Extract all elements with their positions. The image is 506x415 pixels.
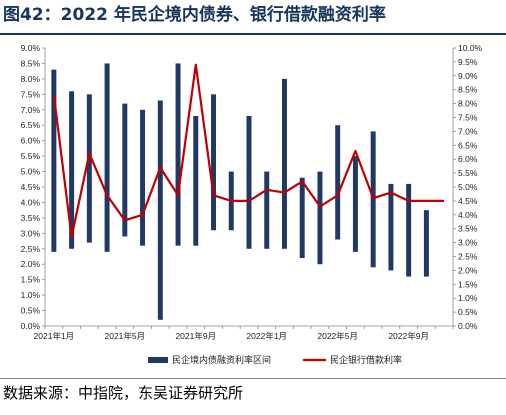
- right-tick-label: 1.0%: [458, 293, 478, 303]
- left-tick-label: 6.0%: [21, 136, 41, 146]
- bond-rate-bar: [335, 125, 341, 240]
- left-tick-label: 7.5%: [21, 89, 41, 99]
- left-tick-label: 3.0%: [21, 228, 41, 238]
- bond-rate-bar: [211, 94, 217, 231]
- left-tick-label: 8.5%: [21, 58, 41, 68]
- legend-swatch-bars: [148, 357, 168, 363]
- x-tick-label: 2021年5月: [105, 331, 146, 341]
- legend-label-bars: 民企境内债融资利率区间: [172, 354, 271, 366]
- left-tick-label: 5.5%: [21, 151, 41, 161]
- legend-label-line: 民企银行借款利率: [330, 354, 402, 366]
- left-tick-label: 3.5%: [21, 213, 41, 223]
- left-tick-label: 1.5%: [21, 275, 41, 285]
- rate-chart: 0.0% 0.5% 1.0% 1.5% 2.0% 2.5% 3.0% 3.5% 4.0% 4.5%…: [21, 43, 483, 366]
- bond-rate-bar: [175, 63, 181, 246]
- source-note: 数据来源：中指院，东吴证券研究所: [3, 384, 244, 402]
- right-tick-label: 8.5%: [458, 85, 478, 95]
- bond-rate-bar: [157, 100, 163, 320]
- bond-rate-bar: [51, 69, 57, 252]
- source-rule: [0, 378, 506, 379]
- left-tick-label: 5.0%: [21, 167, 41, 177]
- bond-rate-bar: [281, 78, 287, 249]
- right-tick-label: 3.0%: [458, 238, 478, 248]
- bond-rate-bars: [51, 63, 429, 320]
- left-tick-label: 4.0%: [21, 197, 41, 207]
- right-tick-label: 9.5%: [458, 57, 478, 67]
- legend: 民企境内债融资利率区间 民企银行借款利率: [148, 354, 402, 366]
- bond-rate-bar: [352, 156, 358, 252]
- right-tick-label: 7.5%: [458, 113, 478, 123]
- right-tick-label: 6.0%: [458, 154, 478, 164]
- bank-loan-rate-polyline: [52, 63, 445, 239]
- right-tick-label: 5.5%: [458, 168, 478, 178]
- right-tick-label: 5.0%: [458, 182, 478, 192]
- left-tick-label: 2.5%: [21, 244, 41, 254]
- title-rule: [0, 33, 506, 35]
- bond-rate-bar: [299, 177, 305, 259]
- right-tick-label: 3.5%: [458, 224, 478, 234]
- right-tick-label: 1.5%: [458, 279, 478, 289]
- left-tick-label: 8.0%: [21, 74, 41, 84]
- x-tick-label: 2022年1月: [246, 331, 287, 341]
- right-tick-label: 6.5%: [458, 140, 478, 150]
- left-axis: 0.0% 0.5% 1.0% 1.5% 2.0% 2.5% 3.0% 3.5% 4.0% 4.5%…: [21, 43, 46, 331]
- bank-loan-rate-line: [52, 63, 445, 239]
- bond-rate-bar: [86, 94, 92, 243]
- bond-rate-bar: [406, 183, 412, 277]
- right-axis: 0.0% 0.5% 1.0% 1.5% 2.0% 2.5% 3.0% 3.5% 4.0% 4.5%…: [452, 43, 483, 331]
- left-tick-label: 0.0%: [21, 321, 41, 331]
- left-tick-label: 2.0%: [21, 259, 41, 269]
- bond-rate-bar: [317, 171, 323, 265]
- x-tick-label: 2022年5月: [317, 331, 358, 341]
- bond-rate-bar: [246, 115, 252, 249]
- x-tick-label: 2022年9月: [388, 331, 429, 341]
- left-tick-label: 6.5%: [21, 120, 41, 130]
- right-tick-label: 2.5%: [458, 252, 478, 262]
- bond-rate-bar: [193, 115, 199, 246]
- right-tick-label: 9.0%: [458, 71, 478, 81]
- left-tick-label: 1.0%: [21, 290, 41, 300]
- bond-rate-bar: [122, 103, 128, 237]
- right-tick-label: 0.0%: [458, 321, 478, 331]
- bond-rate-bar: [69, 91, 75, 249]
- right-tick-label: 7.0%: [458, 126, 478, 136]
- figure-title: 图42：2022 年民企境内债券、银行借款融资利率: [3, 5, 386, 25]
- x-tick-label: 2021年9月: [175, 331, 216, 341]
- left-tick-label: 4.5%: [21, 182, 41, 192]
- right-tick-label: 10.0%: [458, 43, 483, 53]
- x-axis: 2021年1月 2021年5月 2021年9月 2022年1月 2022年5月 2022年…: [34, 325, 454, 341]
- bond-rate-bar: [388, 183, 394, 271]
- right-tick-label: 0.5%: [458, 307, 478, 317]
- x-tick-label: 2021年1月: [34, 331, 75, 341]
- right-tick-label: 8.0%: [458, 99, 478, 109]
- left-tick-label: 9.0%: [21, 43, 41, 53]
- bond-rate-bar: [104, 63, 110, 252]
- right-tick-label: 2.0%: [458, 265, 478, 275]
- right-tick-label: 4.0%: [458, 210, 478, 220]
- bond-rate-bar: [423, 210, 429, 277]
- right-tick-label: 4.5%: [458, 196, 478, 206]
- bond-rate-bar: [264, 171, 270, 249]
- bond-rate-bar: [140, 109, 146, 246]
- left-tick-label: 0.5%: [21, 306, 41, 316]
- bond-rate-bar: [370, 131, 376, 268]
- left-tick-label: 7.0%: [21, 105, 41, 115]
